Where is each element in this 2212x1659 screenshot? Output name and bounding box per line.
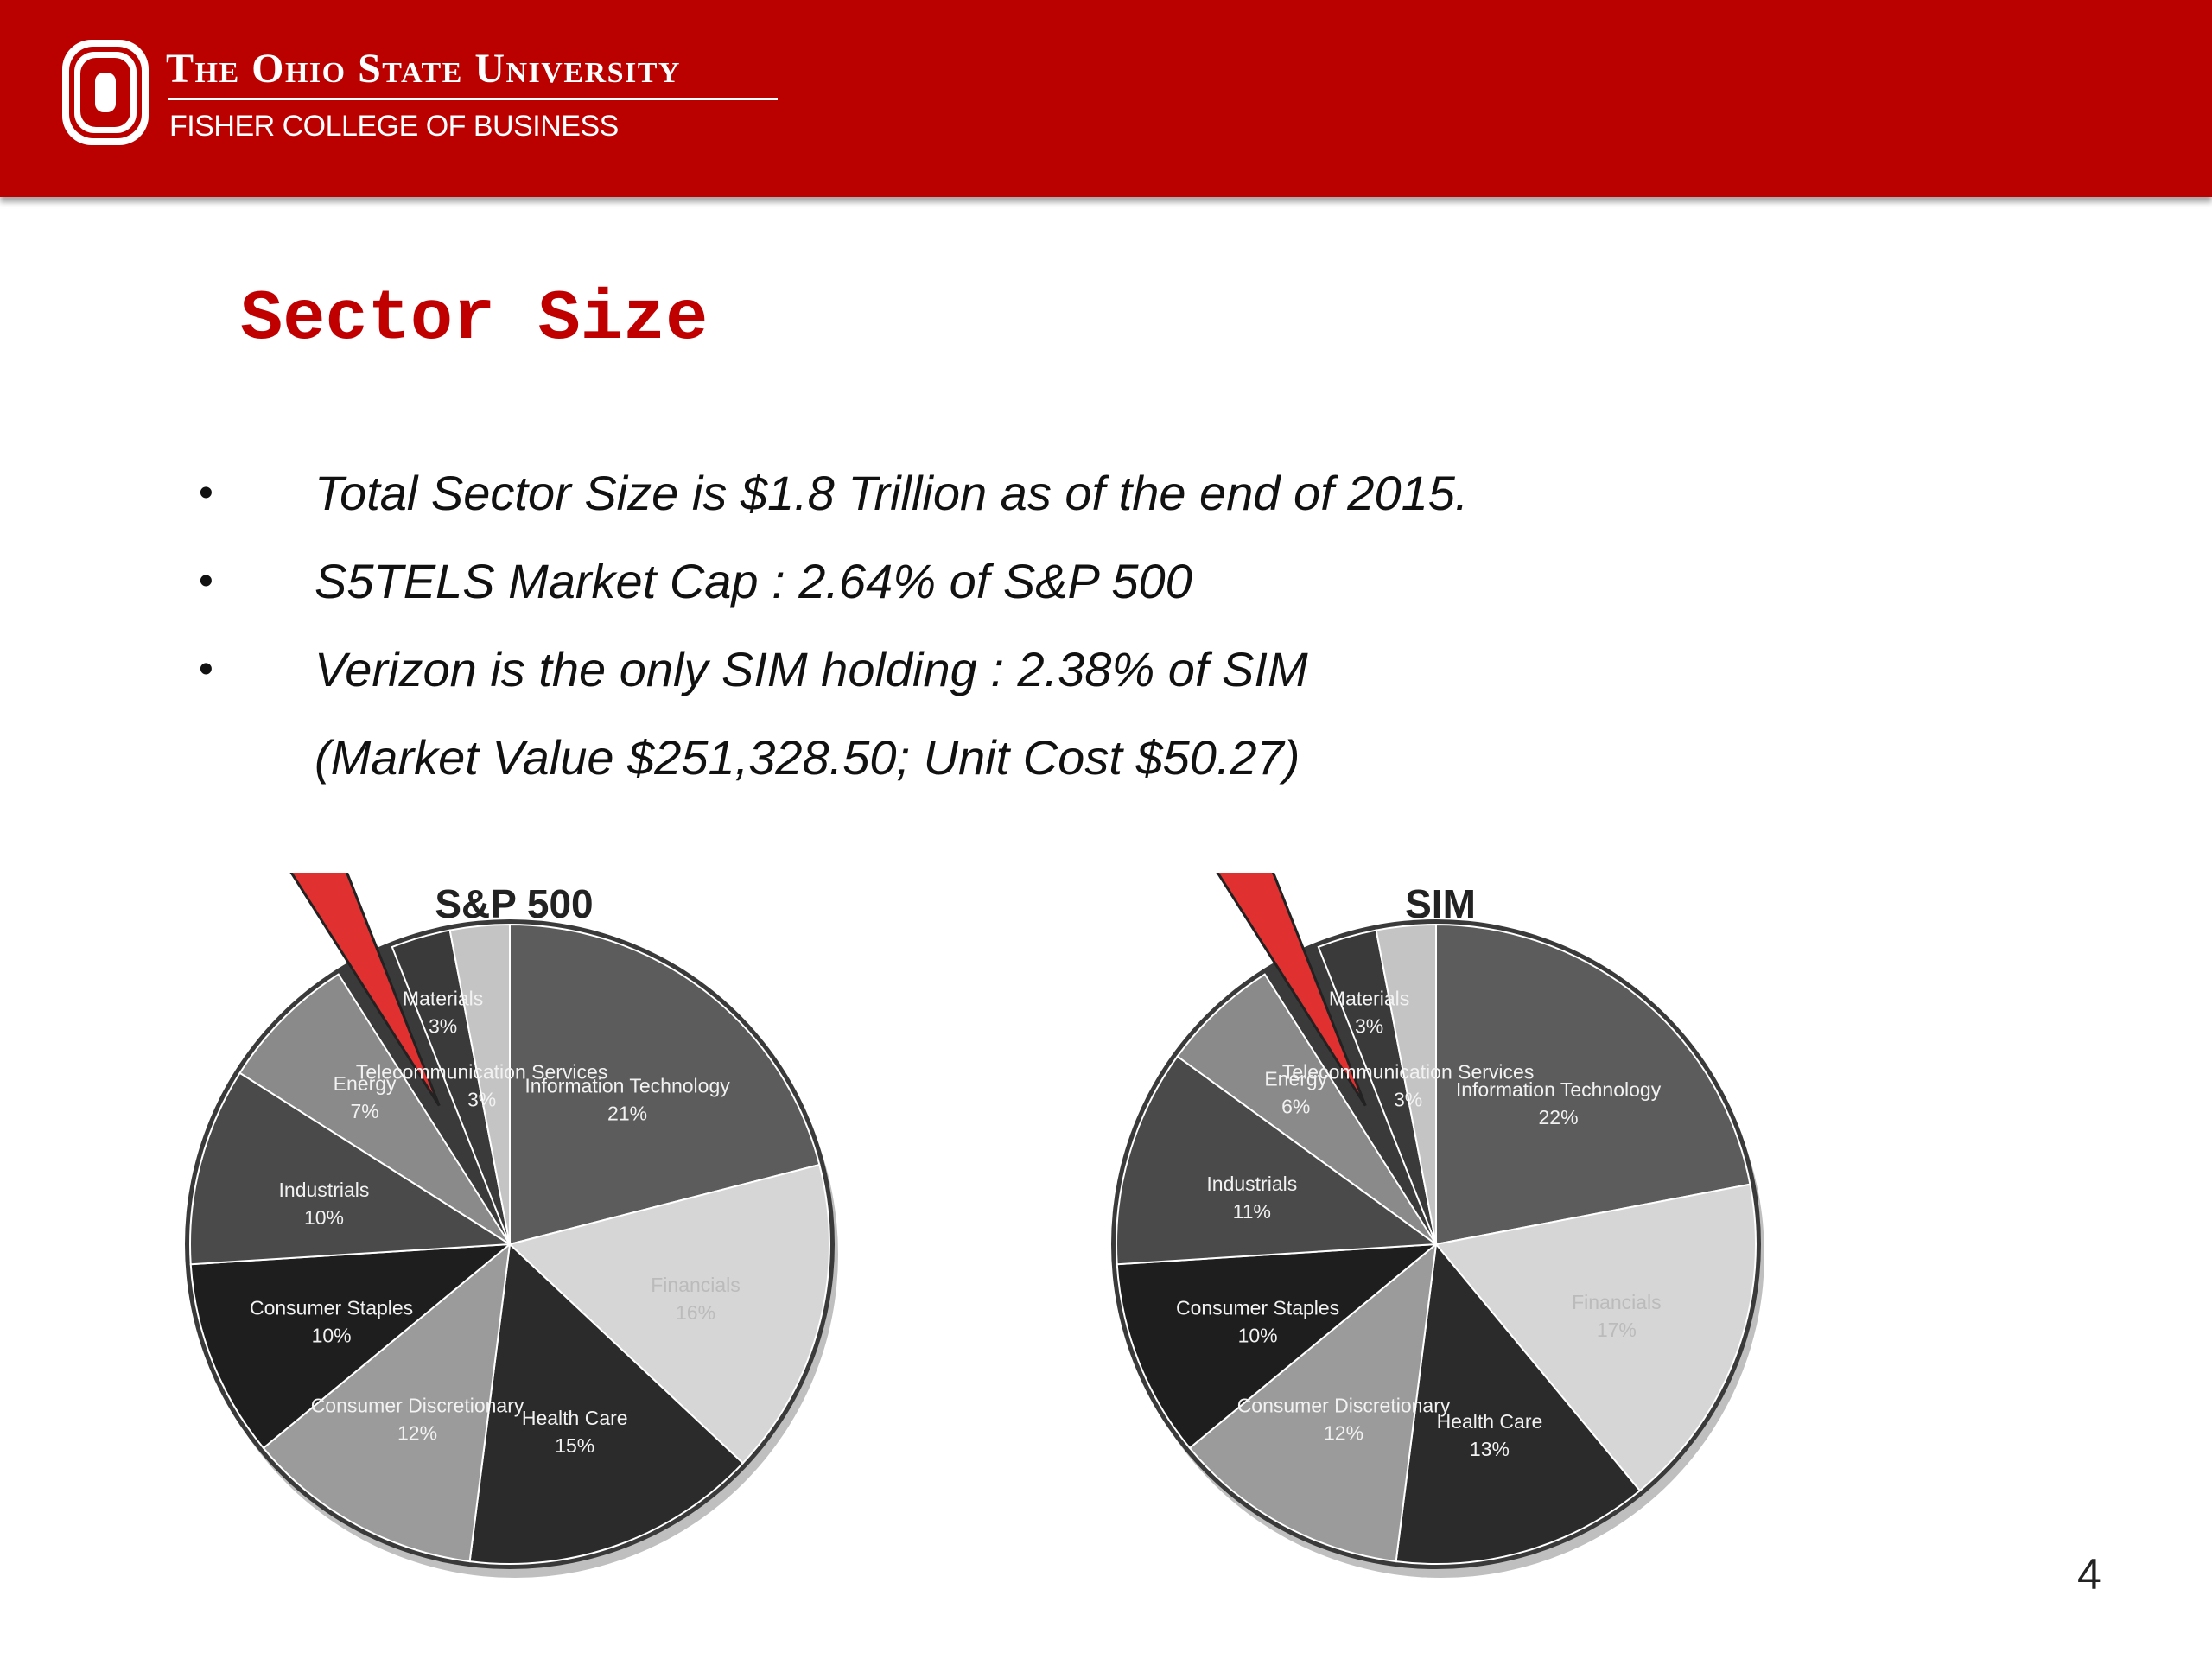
bullet-item: • S5TELS Market Cap : 2.64% of S&P 500	[199, 537, 1468, 626]
pie-slice-information-technology	[1435, 923, 1751, 1246]
bullet-text: Total Sector Size is $1.8 Trillion as of…	[315, 466, 1469, 520]
pie-slice-health-care	[1395, 1242, 1642, 1565]
slice-value-health-care: 13%	[1470, 1438, 1510, 1460]
slice-label-materials: Materials	[1329, 988, 1409, 1010]
bullet-text: S5TELS Market Cap : 2.64% of S&P 500	[315, 554, 1192, 608]
slice-label-financials: Financials	[1572, 1291, 1662, 1313]
slice-value-energy: 6%	[1281, 1096, 1310, 1118]
slice-value-materials: 3%	[429, 1015, 457, 1038]
pie-slice-financials	[1434, 1183, 1757, 1492]
slice-label-consumer-discretionary: Consumer Discretionary	[311, 1395, 524, 1417]
slice-value-financials: 17%	[1597, 1319, 1637, 1341]
slice-label-energy: Energy	[334, 1072, 397, 1095]
slice-value-materials: 3%	[1355, 1015, 1383, 1038]
pie-slice-utilities	[1375, 923, 1437, 1245]
pie-slice-utilities	[448, 923, 511, 1245]
pie-slice-energy	[238, 973, 511, 1245]
slice-label-information-technology: Information Technology	[524, 1075, 730, 1097]
slice-value-financials: 16%	[676, 1301, 715, 1324]
pie-slice-consumer-staples	[1116, 1243, 1440, 1450]
slice-value-telecommunication-services: 3%	[467, 1089, 496, 1111]
page-number: 4	[2077, 1550, 2101, 1599]
slice-label-energy: Energy	[1264, 1068, 1327, 1090]
pie-slice-consumer-discretionary	[1188, 1242, 1438, 1563]
slice-value-consumer-discretionary: 12%	[397, 1422, 437, 1445]
college-name: FISHER COLLEGE OF BUSINESS	[169, 110, 619, 143]
bullet-icon: •	[199, 646, 213, 692]
header-banner: The Ohio State University FISHER COLLEGE…	[0, 0, 2212, 197]
slice-value-consumer-staples: 10%	[1238, 1325, 1278, 1347]
slice-label-telecommunication-services: Telecommunication Services	[356, 1061, 607, 1084]
slice-value-consumer-staples: 10%	[312, 1325, 352, 1347]
sim-pie-chart: Information Technology 22% Financials 17% He…	[1111, 873, 1764, 1578]
slice-value-consumer-discretionary: 12%	[1324, 1422, 1363, 1445]
pie-slice-telecommunication-services	[1216, 873, 1367, 1107]
block-o-icon	[62, 40, 149, 145]
slice-value-telecommunication-services: 3%	[1394, 1089, 1422, 1111]
university-name: The Ohio State University	[166, 46, 681, 92]
bullet-icon: •	[199, 558, 213, 604]
slice-value-information-technology: 21%	[607, 1103, 647, 1125]
slice-label-materials: Materials	[403, 988, 483, 1010]
slice-value-information-technology: 22%	[1538, 1106, 1578, 1128]
slice-label-consumer-staples: Consumer Staples	[250, 1297, 413, 1319]
slice-label-telecommunication-services: Telecommunication Services	[1282, 1061, 1534, 1084]
slice-value-health-care: 15%	[555, 1434, 594, 1457]
bullet-list: • Total Sector Size is $1.8 Trillion as o…	[199, 449, 1468, 802]
slice-label-health-care: Health Care	[1437, 1410, 1543, 1433]
bullet-text: Verizon is the only SIM holding : 2.38% …	[315, 642, 1308, 696]
pie-slice-industrials	[1116, 1055, 1439, 1266]
slice-label-industrials: Industrials	[279, 1179, 370, 1201]
pie-slice-energy	[1176, 973, 1437, 1245]
sp500-pie-chart: Information Technology 21% Financials 16% He…	[185, 873, 838, 1578]
pie-slice-telecommunication-services	[289, 873, 441, 1107]
bullet-item: • Verizon is the only SIM holding : 2.38%…	[199, 626, 1468, 714]
pie-slice-industrials	[189, 1071, 513, 1266]
pie-slice-consumer-staples	[189, 1243, 513, 1450]
slice-label-financials: Financials	[651, 1274, 741, 1296]
bullet-item: • Total Sector Size is $1.8 Trillion as o…	[199, 449, 1468, 537]
slice-value-industrials: 11%	[1233, 1200, 1271, 1223]
slice-value-energy: 7%	[350, 1100, 378, 1122]
chart-title-chart1: SIM	[1405, 881, 1476, 926]
pie-slice-financials	[507, 1163, 830, 1465]
header-divider	[168, 98, 778, 100]
bullet-icon: •	[199, 470, 213, 516]
chart-title-chart0: S&P 500	[435, 881, 593, 926]
bullet-continuation: (Market Value $251,328.50; Unit Cost $50…	[315, 730, 1300, 785]
slice-label-health-care: Health Care	[522, 1407, 628, 1429]
slice-value-industrials: 10%	[304, 1206, 344, 1229]
slice-label-consumer-staples: Consumer Staples	[1176, 1297, 1339, 1319]
slice-label-consumer-discretionary: Consumer Discretionary	[1237, 1395, 1451, 1417]
slice-label-industrials: Industrials	[1206, 1173, 1297, 1195]
pie-slice-information-technology	[509, 923, 821, 1246]
pie-slice-health-care	[468, 1242, 745, 1565]
slice-label-information-technology: Information Technology	[1456, 1078, 1662, 1101]
slide-title: Sector Size	[240, 279, 709, 359]
pie-slice-consumer-discretionary	[262, 1242, 512, 1563]
